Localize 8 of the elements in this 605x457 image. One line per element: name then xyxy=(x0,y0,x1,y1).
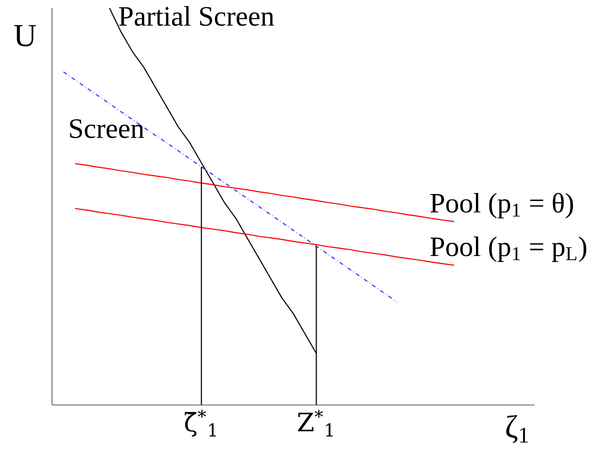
series-label: Pool (p$_{1}$ = θ) xyxy=(430,192,574,218)
series-label: Partial Screen xyxy=(118,6,274,26)
x-tick-label: Z$^{*}$1 xyxy=(298,410,333,436)
x-tick-label: ζ̄$^{*}$1 xyxy=(184,410,216,437)
series-label: Screen xyxy=(70,119,144,138)
y-axis-title: U xyxy=(14,25,36,46)
x-axis-title: ζ$_{1}$ xyxy=(506,415,528,444)
series-label: Pool (p$_{1}$ = p$_{L}$) xyxy=(430,236,586,262)
